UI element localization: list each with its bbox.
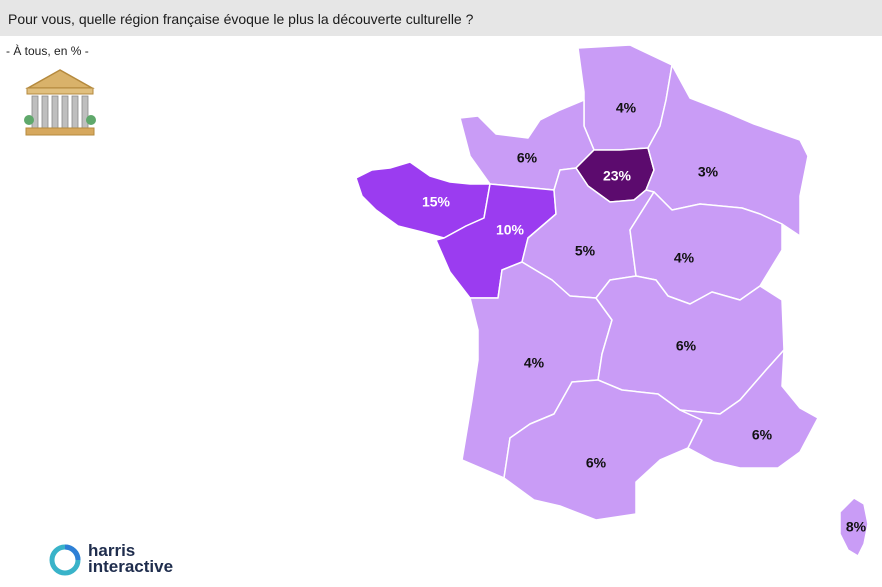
logo-ring-icon [49, 544, 81, 576]
region-value-corse: 8% [846, 519, 867, 535]
region-value-nouvelle-aquitaine: 4% [524, 355, 545, 371]
region-value-ile-de-france: 23% [603, 168, 632, 184]
region-value-bretagne: 15% [422, 194, 451, 210]
region-value-hauts-de-france: 4% [616, 100, 637, 116]
page-title: Pour vous, quelle région française évoqu… [8, 11, 474, 27]
harris-interactive-logo: harris interactive [48, 542, 173, 582]
region-paca[interactable] [679, 349, 819, 469]
region-value-auvergne-rhone-alpes: 6% [676, 338, 697, 354]
region-value-occitanie: 6% [586, 455, 607, 471]
region-corse[interactable] [839, 497, 869, 557]
region-value-bourgogne-franche-comte: 4% [674, 250, 695, 266]
logo-text-harris: harris [88, 541, 136, 560]
region-value-provence-alpes-cote-azur: 6% [752, 427, 773, 443]
region-value-grand-est: 3% [698, 164, 719, 180]
region-value-centre-val-de-loire: 5% [575, 243, 596, 259]
region-value-pays-de-la-loire: 10% [496, 222, 525, 238]
museum-icon [22, 68, 98, 143]
title-bar: Pour vous, quelle région française évoqu… [0, 0, 882, 36]
subtitle: - À tous, en % - [6, 44, 89, 58]
logo-text-interactive: interactive [88, 557, 174, 576]
region-value-normandie: 6% [517, 150, 538, 166]
